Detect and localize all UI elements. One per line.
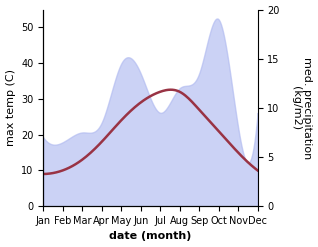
Y-axis label: med. precipitation
(kg/m2): med. precipitation (kg/m2) [291,57,313,159]
Y-axis label: max temp (C): max temp (C) [5,69,16,146]
X-axis label: date (month): date (month) [109,231,192,242]
